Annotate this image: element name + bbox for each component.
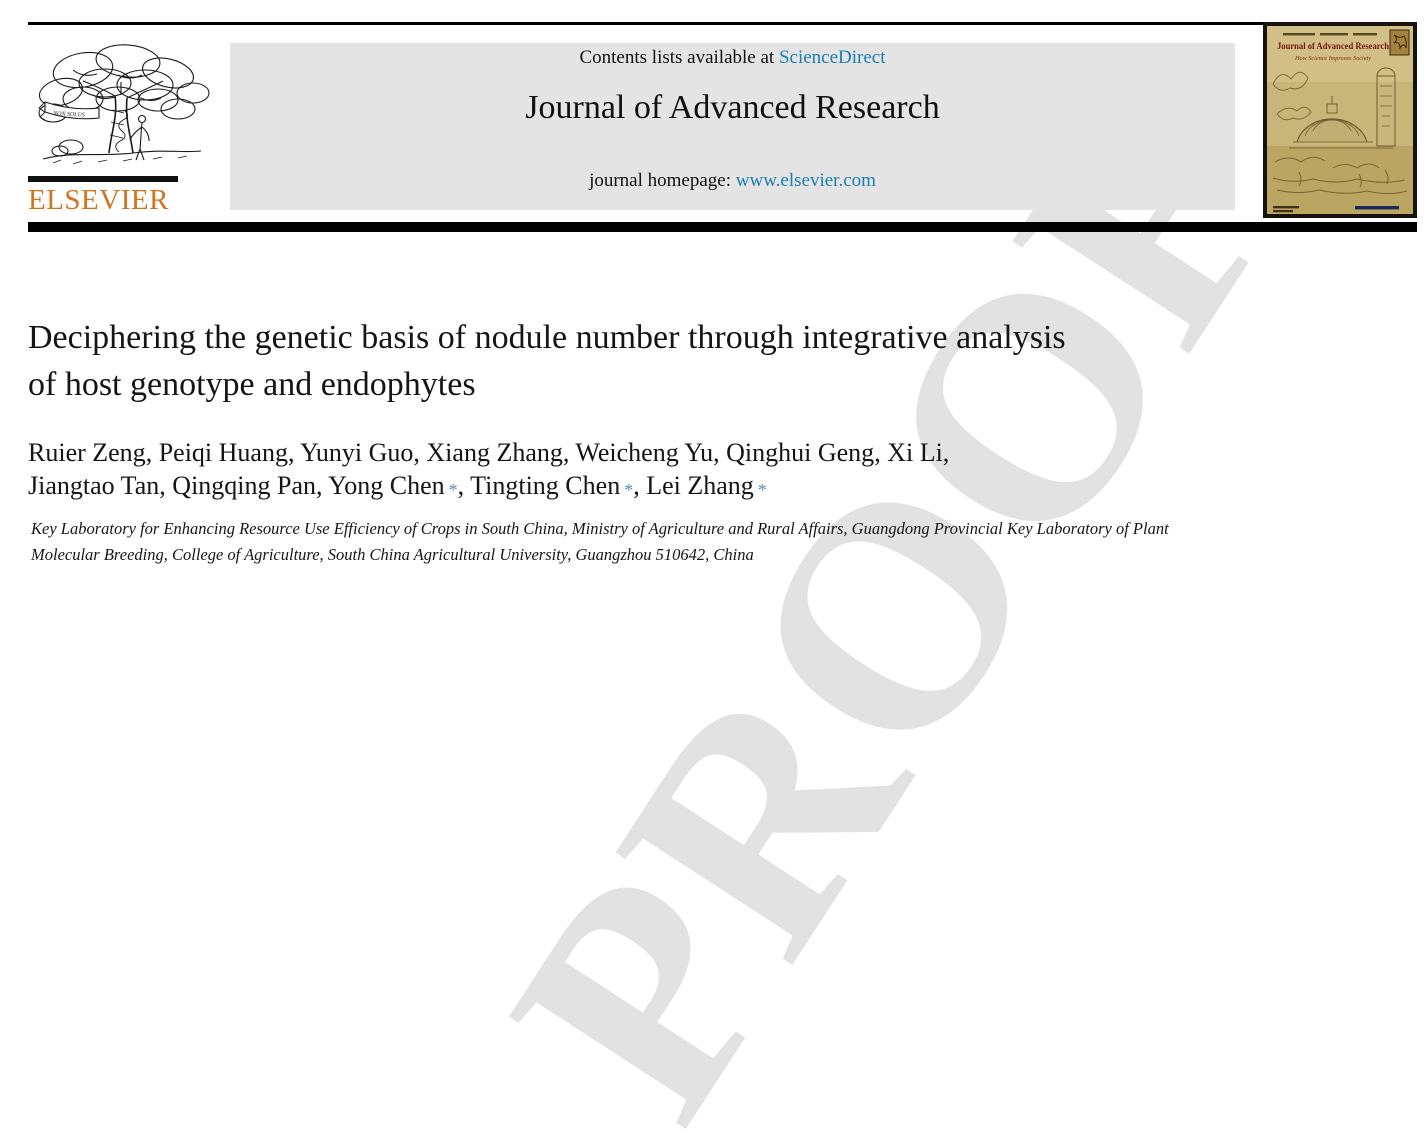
- author-name: Yong Chen: [328, 471, 445, 500]
- text-line: Molecular Breeding, College of Agricultu…: [31, 544, 754, 564]
- corresponding-author-marker: *: [757, 480, 767, 500]
- homepage-prefix: journal homepage:: [589, 170, 736, 191]
- logo-ground-bar: [28, 176, 178, 182]
- author-list: Ruier Zeng, Peiqi Huang, Yunyi Guo, Xian…: [28, 436, 949, 505]
- author-name: Tingting Chen: [470, 471, 621, 500]
- sciencedirect-link[interactable]: ScienceDirect: [778, 47, 886, 68]
- text-line: Key Laboratory for Enhancing Resource Us…: [31, 519, 1169, 538]
- journal-title: Journal of Advanced Research: [525, 89, 940, 126]
- text-line: Deciphering the genetic basis of nodule …: [28, 319, 1066, 356]
- header-top-rule: [28, 22, 1417, 25]
- header-separator-bar: [28, 222, 1417, 232]
- author-name: Xiang Zhang: [426, 438, 563, 467]
- author-line: Ruier Zeng, Peiqi Huang, Yunyi Guo, Xian…: [28, 438, 950, 467]
- author-line: Jiangtao Tan, Qingqing Pan, Yong Chen *, …: [28, 471, 767, 500]
- author-name: Yunyi Guo: [300, 438, 414, 467]
- homepage-line: journal homepage: www.elsevier.com: [230, 170, 1235, 192]
- article-title: Deciphering the genetic basis of nodule …: [28, 314, 1066, 408]
- journal-cover-art-icon: Journal of Advanced Research How Science…: [1263, 22, 1417, 218]
- corresponding-author-marker: *: [448, 480, 458, 500]
- affiliation-text: Key Laboratory for Enhancing Resource Us…: [31, 516, 1169, 567]
- text-line: of host genotype and endophytes: [28, 366, 476, 403]
- elsevier-tree-icon: NON SOLUS: [28, 44, 210, 182]
- cover-subtitle: How Science Improves Society: [1294, 55, 1371, 62]
- author-name: Peiqi Huang: [158, 438, 288, 467]
- contents-prefix: Contents lists available at: [579, 47, 779, 68]
- cover-crest-icon: [1389, 29, 1410, 56]
- author-name: Qingqing Pan: [172, 471, 317, 500]
- author-name: Ruier Zeng: [28, 438, 146, 467]
- non-solus-motto: NON SOLUS: [52, 111, 85, 119]
- author-name: Lei Zhang: [646, 471, 754, 500]
- author-name: Weicheng Yu: [575, 438, 714, 467]
- journal-cover-thumbnail: Journal of Advanced Research How Science…: [1263, 22, 1417, 218]
- elsevier-logo: NON SOLUS: [23, 40, 215, 216]
- contents-line: Contents lists available at ScienceDirec…: [230, 47, 1235, 69]
- cover-title: Journal of Advanced Research: [1277, 42, 1390, 52]
- author-name: Qinghui Geng: [726, 438, 875, 467]
- author-name: Jiangtao Tan: [28, 471, 160, 500]
- journal-banner: Contents lists available at ScienceDirec…: [230, 43, 1235, 210]
- elsevier-wordmark: ELSEVIER: [28, 184, 169, 216]
- elsevier-homepage-link[interactable]: www.elsevier.com: [735, 170, 876, 191]
- corresponding-author-marker: *: [624, 480, 634, 500]
- proof-watermark: PROOF: [443, 41, 1351, 1146]
- author-name: Xi Li: [887, 438, 943, 467]
